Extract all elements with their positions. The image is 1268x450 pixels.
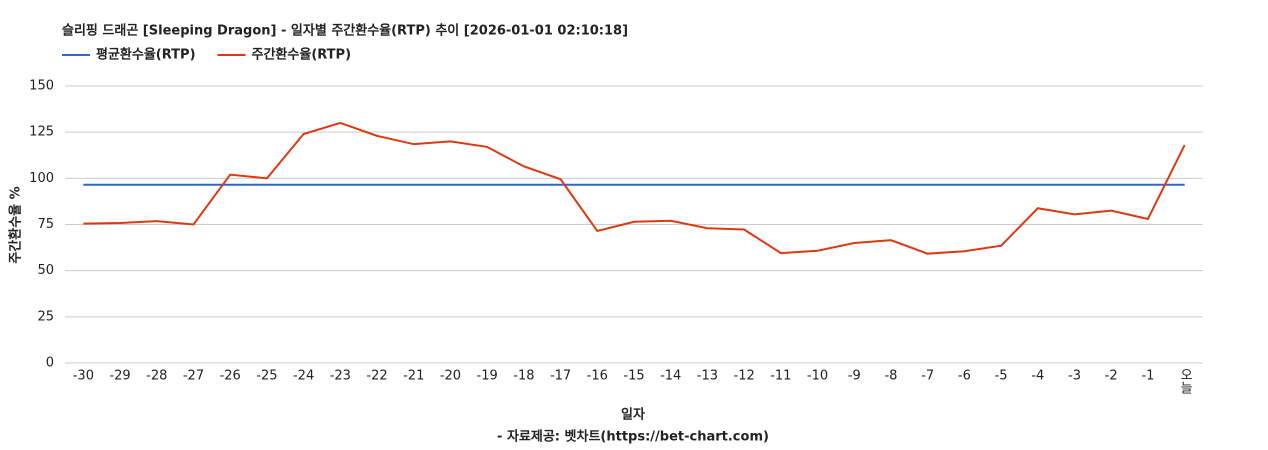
x-tick-label: -21 (403, 369, 424, 384)
x-tick-label: -28 (146, 369, 167, 384)
x-tick-label: -17 (550, 369, 571, 384)
x-tick-label: -15 (623, 369, 644, 384)
series-line (83, 121, 1186, 255)
x-tick-label: -5 (995, 369, 1008, 384)
y-tick-label: 150 (29, 79, 54, 94)
x-tick-label: -13 (697, 369, 718, 384)
y-tick-label: 0 (46, 356, 54, 371)
x-tick-label: -25 (256, 369, 277, 384)
x-tick-label: -9 (848, 369, 861, 384)
x-tick-label: -3 (1068, 369, 1081, 384)
x-tick-label: -20 (440, 369, 461, 384)
y-axis-label: 주간환수율 % (8, 186, 24, 263)
x-tick-label: -2 (1105, 369, 1118, 384)
y-tick-label: 75 (37, 217, 54, 232)
x-tick-label: -11 (770, 369, 791, 384)
y-tick-label: 25 (37, 309, 54, 324)
x-tick-label: -22 (366, 369, 387, 384)
x-tick-label: -19 (477, 369, 498, 384)
x-tick-label: -12 (734, 369, 755, 384)
x-tick-label: -14 (660, 369, 681, 384)
x-tick-label: -8 (884, 369, 897, 384)
x-tick-label: -7 (921, 369, 934, 384)
x-tick-label: -6 (958, 369, 971, 384)
chart-title: 슬리핑 드래곤 [Sleeping Dragon] - 일자별 주간환수율(RT… (62, 23, 628, 39)
x-tick-label: -16 (587, 369, 608, 384)
x-tick-label: -26 (220, 369, 241, 384)
x-tick-label: -29 (109, 369, 130, 384)
legend-label: 주간환수율(RTP) (252, 47, 352, 63)
x-tick-label: -30 (73, 369, 94, 384)
y-tick-label: 100 (29, 171, 54, 186)
x-axis-label: 일자 (621, 408, 645, 423)
y-tick-label: 125 (29, 125, 54, 140)
x-tick-label: -4 (1031, 369, 1044, 384)
x-tick-label: -18 (513, 369, 534, 384)
x-tick-label: 오늘 (1177, 368, 1192, 394)
legend-label: 평균환수율(RTP) (96, 47, 196, 63)
x-tick-label: -27 (183, 369, 204, 384)
x-tick-label: -23 (330, 369, 351, 384)
y-tick-label: 50 (37, 263, 54, 278)
x-tick-label: -10 (807, 369, 828, 384)
x-tick-label: -24 (293, 369, 314, 384)
source-note: - 자료제공: 벳차트(https://bet-chart.com) (497, 429, 769, 445)
x-tick-label: -1 (1141, 369, 1154, 384)
